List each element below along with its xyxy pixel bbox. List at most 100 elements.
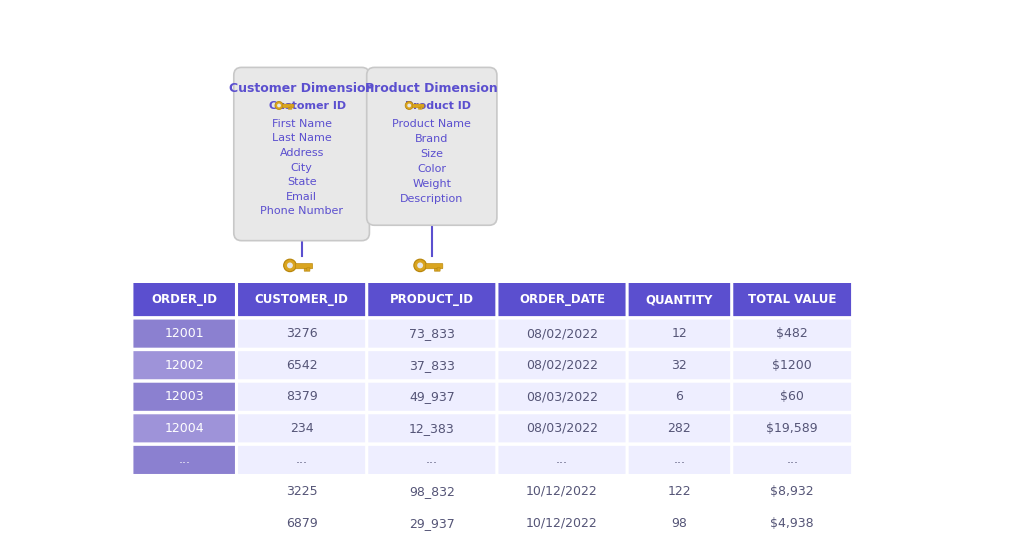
Text: ...: ... <box>296 453 307 466</box>
Text: 12: 12 <box>672 327 687 340</box>
FancyBboxPatch shape <box>369 351 496 379</box>
Text: 234: 234 <box>290 422 313 435</box>
FancyBboxPatch shape <box>733 414 851 442</box>
Text: $19,589: $19,589 <box>766 422 818 435</box>
Text: ORDER_DATE: ORDER_DATE <box>519 293 605 306</box>
Circle shape <box>284 259 296 272</box>
Text: Email: Email <box>286 192 317 202</box>
Text: 3225: 3225 <box>286 485 317 498</box>
Text: Description: Description <box>400 193 464 204</box>
Text: 08/03/2022: 08/03/2022 <box>526 422 598 435</box>
FancyBboxPatch shape <box>369 446 496 474</box>
FancyBboxPatch shape <box>733 446 851 474</box>
Text: 49_937: 49_937 <box>409 390 455 403</box>
Text: First Name: First Name <box>271 118 332 129</box>
Text: CUSTOMER_ID: CUSTOMER_ID <box>255 293 348 306</box>
Circle shape <box>414 259 426 272</box>
FancyBboxPatch shape <box>419 107 420 109</box>
FancyBboxPatch shape <box>133 509 234 536</box>
Text: Product ID: Product ID <box>406 101 471 111</box>
Text: Customer ID: Customer ID <box>269 101 346 111</box>
FancyBboxPatch shape <box>133 478 234 505</box>
Text: 12001: 12001 <box>165 327 204 340</box>
Text: Address: Address <box>280 148 324 158</box>
Text: 10/12/2022: 10/12/2022 <box>526 485 598 498</box>
FancyBboxPatch shape <box>369 414 496 442</box>
Text: State: State <box>287 177 316 187</box>
Text: ...: ... <box>556 453 568 466</box>
FancyBboxPatch shape <box>499 509 626 536</box>
Text: 282: 282 <box>668 422 691 435</box>
FancyBboxPatch shape <box>629 351 730 379</box>
FancyBboxPatch shape <box>369 509 496 536</box>
FancyBboxPatch shape <box>733 351 851 379</box>
FancyBboxPatch shape <box>296 264 312 269</box>
Text: Customer Dimension: Customer Dimension <box>229 81 375 95</box>
FancyBboxPatch shape <box>434 269 437 271</box>
Text: $8,932: $8,932 <box>770 485 814 498</box>
FancyBboxPatch shape <box>369 383 496 411</box>
FancyBboxPatch shape <box>437 268 440 271</box>
Text: 08/02/2022: 08/02/2022 <box>526 359 598 371</box>
FancyBboxPatch shape <box>499 414 626 442</box>
Text: 08/02/2022: 08/02/2022 <box>526 327 598 340</box>
FancyBboxPatch shape <box>304 269 306 271</box>
Text: Product Name: Product Name <box>392 118 471 129</box>
Text: PRODUCT_ID: PRODUCT_ID <box>390 293 474 306</box>
Text: Brand: Brand <box>415 133 449 144</box>
FancyBboxPatch shape <box>233 68 370 241</box>
FancyBboxPatch shape <box>733 509 851 536</box>
Text: 37_833: 37_833 <box>409 359 455 371</box>
Text: 8379: 8379 <box>286 390 317 403</box>
Circle shape <box>417 263 423 269</box>
FancyBboxPatch shape <box>733 283 851 316</box>
Text: 122: 122 <box>668 485 691 498</box>
Text: 12002: 12002 <box>165 359 204 371</box>
FancyBboxPatch shape <box>733 478 851 505</box>
Text: Phone Number: Phone Number <box>260 206 343 217</box>
Circle shape <box>406 101 414 109</box>
FancyBboxPatch shape <box>420 107 422 109</box>
FancyBboxPatch shape <box>238 446 366 474</box>
FancyBboxPatch shape <box>629 383 730 411</box>
FancyBboxPatch shape <box>133 283 234 316</box>
FancyBboxPatch shape <box>238 478 366 505</box>
FancyBboxPatch shape <box>629 478 730 505</box>
Text: 12004: 12004 <box>165 422 204 435</box>
Text: 29_937: 29_937 <box>409 517 455 530</box>
FancyBboxPatch shape <box>290 107 292 109</box>
Text: 12_383: 12_383 <box>409 422 455 435</box>
FancyBboxPatch shape <box>369 478 496 505</box>
FancyBboxPatch shape <box>238 383 366 411</box>
Text: $482: $482 <box>776 327 808 340</box>
FancyBboxPatch shape <box>369 319 496 348</box>
FancyBboxPatch shape <box>733 383 851 411</box>
FancyBboxPatch shape <box>499 478 626 505</box>
Text: 32: 32 <box>672 359 687 371</box>
FancyBboxPatch shape <box>629 319 730 348</box>
FancyBboxPatch shape <box>733 319 851 348</box>
FancyBboxPatch shape <box>238 414 366 442</box>
Text: 10/12/2022: 10/12/2022 <box>526 517 598 530</box>
Text: ...: ... <box>786 453 798 466</box>
Text: 98: 98 <box>672 517 687 530</box>
FancyBboxPatch shape <box>288 107 290 109</box>
FancyBboxPatch shape <box>238 319 366 348</box>
Text: QUANTITY: QUANTITY <box>646 293 713 306</box>
Text: ...: ... <box>178 453 190 466</box>
FancyBboxPatch shape <box>367 68 497 225</box>
Text: TOTAL VALUE: TOTAL VALUE <box>748 293 837 306</box>
Text: 3276: 3276 <box>286 327 317 340</box>
FancyBboxPatch shape <box>238 509 366 536</box>
Text: $1200: $1200 <box>772 359 812 371</box>
FancyBboxPatch shape <box>629 446 730 474</box>
Text: 6879: 6879 <box>286 517 317 530</box>
Circle shape <box>287 263 293 269</box>
Text: Product Dimension: Product Dimension <box>366 81 498 95</box>
Text: 6: 6 <box>676 390 683 403</box>
Text: Last Name: Last Name <box>271 133 332 143</box>
FancyBboxPatch shape <box>499 319 626 348</box>
Text: Color: Color <box>418 163 446 174</box>
FancyBboxPatch shape <box>133 446 234 474</box>
Text: 08/03/2022: 08/03/2022 <box>526 390 598 403</box>
